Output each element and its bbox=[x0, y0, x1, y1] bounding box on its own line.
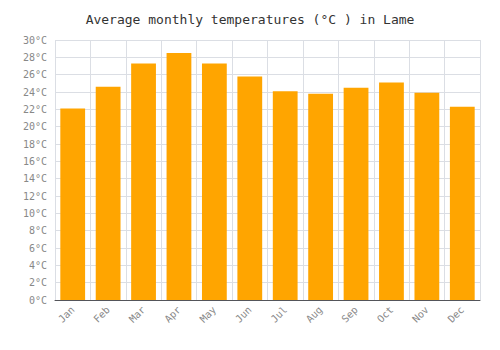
svg-text:20°C: 20°C bbox=[23, 121, 47, 132]
svg-text:22°C: 22°C bbox=[23, 104, 47, 115]
svg-text:26°C: 26°C bbox=[23, 69, 47, 80]
svg-text:2°C: 2°C bbox=[29, 277, 47, 288]
svg-text:Sep: Sep bbox=[339, 304, 360, 325]
svg-text:Mar: Mar bbox=[127, 304, 148, 325]
svg-text:Jan: Jan bbox=[56, 304, 77, 325]
svg-text:Feb: Feb bbox=[91, 304, 112, 325]
svg-text:0°C: 0°C bbox=[29, 295, 47, 306]
svg-text:10°C: 10°C bbox=[23, 208, 47, 219]
svg-text:May: May bbox=[198, 304, 219, 325]
svg-text:18°C: 18°C bbox=[23, 139, 47, 150]
svg-text:16°C: 16°C bbox=[23, 156, 47, 167]
svg-text:Oct: Oct bbox=[375, 304, 396, 325]
svg-text:4°C: 4°C bbox=[29, 260, 47, 271]
svg-text:Nov: Nov bbox=[410, 304, 431, 325]
svg-text:Average monthly temperatures (: Average monthly temperatures (°C ) in La… bbox=[86, 12, 415, 27]
svg-text:30°C: 30°C bbox=[23, 35, 47, 46]
svg-text:Aug: Aug bbox=[304, 304, 325, 325]
svg-text:Jun: Jun bbox=[233, 304, 254, 325]
svg-text:Apr: Apr bbox=[162, 304, 183, 325]
svg-text:24°C: 24°C bbox=[23, 87, 47, 98]
svg-text:12°C: 12°C bbox=[23, 191, 47, 202]
svg-text:28°C: 28°C bbox=[23, 52, 47, 63]
svg-text:Dec: Dec bbox=[446, 304, 467, 325]
svg-text:8°C: 8°C bbox=[29, 225, 47, 236]
svg-text:6°C: 6°C bbox=[29, 243, 47, 254]
svg-text:14°C: 14°C bbox=[23, 173, 47, 184]
svg-text:Jul: Jul bbox=[269, 304, 290, 325]
